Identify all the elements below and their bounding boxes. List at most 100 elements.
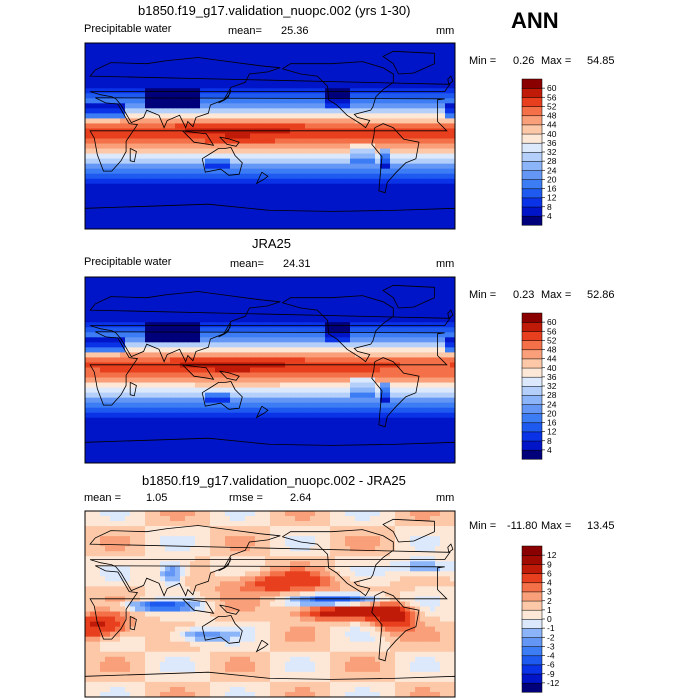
map-cell <box>205 163 211 170</box>
map-cell <box>375 367 381 374</box>
map-cell <box>335 332 341 338</box>
map-cell <box>450 412 455 419</box>
map-cell <box>275 282 281 288</box>
map-cell <box>95 407 101 414</box>
map-cell <box>225 372 231 379</box>
map-cell <box>415 377 421 384</box>
map-cell <box>325 387 331 394</box>
map-cell <box>150 198 156 205</box>
map-cell <box>240 342 246 348</box>
map-cell <box>295 128 301 135</box>
map-cell <box>190 332 196 338</box>
map-cell <box>215 93 221 99</box>
map-cell <box>205 43 211 49</box>
map-cell <box>180 287 186 293</box>
map-cell <box>450 63 455 69</box>
map-cell <box>360 128 366 135</box>
map-cell <box>190 387 196 394</box>
map-cell <box>110 342 116 348</box>
map-cell <box>255 208 261 215</box>
map-cell <box>400 412 406 419</box>
map-cell <box>85 208 91 215</box>
map-cell <box>310 53 316 59</box>
map-cell <box>315 163 321 170</box>
map-cell <box>150 178 156 185</box>
map-cell <box>445 188 451 195</box>
map-cell <box>90 377 96 384</box>
map-cell <box>95 108 101 114</box>
map-cell <box>195 287 201 293</box>
map-cell <box>110 43 116 49</box>
map-cell <box>380 168 386 175</box>
map-cell <box>410 312 416 318</box>
map-cell <box>335 357 341 364</box>
map-cell <box>315 382 321 389</box>
map-cell <box>120 133 126 140</box>
map-cell <box>325 223 331 229</box>
map-cell <box>210 352 216 359</box>
map-cell <box>120 317 126 323</box>
map-cell <box>320 382 326 389</box>
map-cell <box>315 417 321 424</box>
map-cell <box>440 103 446 109</box>
map-cell <box>450 153 455 160</box>
map-cell <box>420 83 426 89</box>
map-cell <box>280 98 286 104</box>
map-cell <box>280 367 286 374</box>
map-cell <box>140 53 146 59</box>
map-cell <box>200 138 206 145</box>
map-cell <box>130 53 136 59</box>
map-cell <box>155 128 161 135</box>
map-cell <box>115 412 121 419</box>
map-cell <box>375 402 381 409</box>
map-cell <box>115 402 121 409</box>
map-cell <box>385 397 391 404</box>
map-cell <box>420 372 426 379</box>
map-cell <box>210 98 216 104</box>
map-cell <box>315 282 321 288</box>
map-cell <box>305 307 311 313</box>
map-cell <box>345 312 351 318</box>
map-cell <box>195 58 201 64</box>
map-cell <box>195 317 201 323</box>
map-cell <box>135 133 141 140</box>
map-cell <box>305 282 311 288</box>
map-cell <box>250 158 256 165</box>
map-cell <box>325 297 331 303</box>
map-cell <box>360 387 366 394</box>
map-cell <box>95 43 101 49</box>
map-cell <box>175 277 181 283</box>
map-cell <box>215 387 221 394</box>
map-cell <box>410 367 416 374</box>
map-cell <box>375 88 381 94</box>
map-cell <box>135 188 141 195</box>
map-cell <box>185 163 191 170</box>
map-cell <box>100 397 106 404</box>
map-cell <box>100 88 106 94</box>
map-cell <box>105 407 111 414</box>
map-cell <box>225 53 231 59</box>
map-cell <box>415 153 421 160</box>
map-cell <box>135 68 141 74</box>
map-cell <box>220 128 226 135</box>
map-cell <box>190 347 196 354</box>
map-cell <box>270 133 276 140</box>
map-cell <box>445 402 451 409</box>
map-cell <box>180 43 186 49</box>
map-cell <box>385 153 391 160</box>
map-cell <box>85 412 91 419</box>
map-cell <box>165 402 171 409</box>
map-cell <box>195 392 201 399</box>
map-cell <box>90 123 96 130</box>
map-cell <box>425 327 431 333</box>
map-cell <box>370 412 376 419</box>
map-cell <box>90 357 96 364</box>
map-cell <box>85 168 91 175</box>
map-cell <box>255 203 261 210</box>
map-cell <box>355 362 361 369</box>
map-cell <box>255 297 261 303</box>
map-cell <box>305 347 311 354</box>
map-cell <box>145 357 151 364</box>
map-cell <box>160 138 166 145</box>
map-cell <box>300 218 306 225</box>
